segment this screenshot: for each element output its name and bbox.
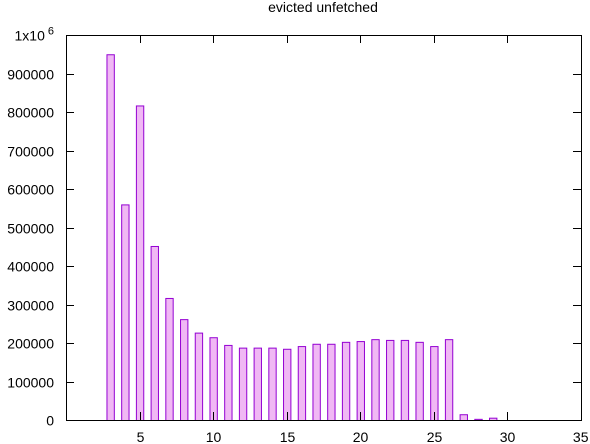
bar: [283, 348, 292, 421]
y-tick-label: 600000: [7, 182, 54, 198]
bar: [194, 332, 204, 422]
bar: [106, 54, 115, 421]
bar: [386, 339, 395, 422]
bar: [135, 105, 145, 422]
bar: [341, 341, 351, 421]
y-tick-label: 500000: [7, 221, 54, 237]
bar: [444, 339, 454, 421]
bar: [180, 319, 189, 422]
y-tick-label: 200000: [7, 336, 54, 352]
x-tick-label: 15: [280, 429, 296, 444]
bar: [150, 245, 159, 421]
bar: [371, 339, 380, 421]
y-tick-label: 400000: [7, 259, 54, 275]
y-tick-label: 900000: [7, 67, 54, 83]
bar: [356, 341, 365, 422]
axis-tick-labels: 0 100000 200000 300000 400000 500000 600000 700…: [7, 26, 588, 444]
x-tick-label: 10: [206, 429, 222, 444]
bar: [415, 341, 424, 421]
bar: [400, 339, 410, 422]
bar: [430, 346, 439, 421]
y-tick-label: 100000: [7, 375, 54, 391]
bar: [253, 347, 262, 421]
y-tick-label: 800000: [7, 105, 54, 121]
chart-title: evicted unfetched: [268, 0, 378, 15]
bar: [459, 414, 468, 422]
x-tick-label: 25: [427, 429, 443, 444]
bar: [209, 337, 218, 422]
y-tick-label: 0: [46, 413, 54, 429]
bar: [121, 204, 130, 421]
bars: [106, 54, 498, 422]
x-tick-label: 35: [573, 429, 589, 444]
bar: [165, 297, 174, 421]
bar: [297, 346, 307, 421]
bar: [238, 347, 248, 421]
y-tick-label: 300000: [7, 298, 54, 314]
bar: [327, 343, 336, 421]
x-tick-label: 30: [500, 429, 516, 444]
y-tick-label: 700000: [7, 144, 54, 160]
bar: [312, 343, 321, 421]
bar: [224, 344, 233, 421]
bar: [268, 347, 277, 421]
x-tick-label: 5: [137, 429, 145, 444]
x-tick-label: 20: [353, 429, 369, 444]
y-tick-label-top: 1x10 6: [15, 26, 54, 44]
axis-ticks: [66, 35, 582, 421]
